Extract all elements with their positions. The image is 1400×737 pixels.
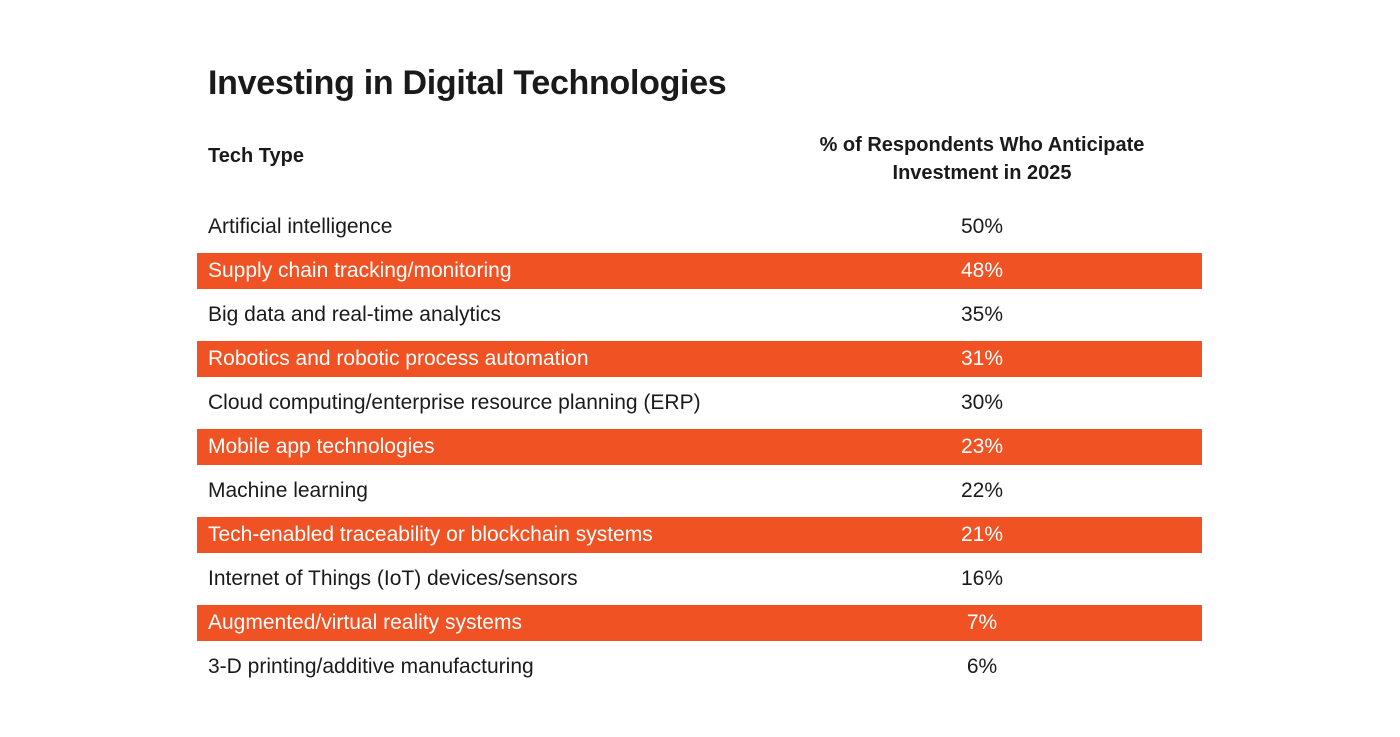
- tech-type-cell: Augmented/virtual reality systems: [208, 611, 522, 634]
- table-row: Supply chain tracking/monitoring 48%: [197, 253, 1202, 289]
- table-row: Cloud computing/enterprise resource plan…: [197, 385, 1202, 421]
- tech-type-cell: Big data and real-time analytics: [208, 303, 501, 326]
- tech-type-cell: Cloud computing/enterprise resource plan…: [208, 391, 701, 414]
- percent-cell: 31%: [960, 347, 1004, 370]
- percent-cell: 21%: [960, 523, 1004, 546]
- table-row: Augmented/virtual reality systems 7%: [197, 605, 1202, 641]
- percent-cell: 48%: [960, 259, 1004, 282]
- tech-type-cell: Machine learning: [208, 479, 368, 502]
- table-row: Machine learning 22%: [197, 473, 1202, 509]
- tech-type-cell: Internet of Things (IoT) devices/sensors: [208, 567, 578, 590]
- table-row: 3-D printing/additive manufacturing 6%: [197, 649, 1202, 685]
- table-row: Artificial intelligence 50%: [197, 209, 1202, 245]
- column-header-line-1: % of Respondents Who Anticipate: [819, 134, 1145, 156]
- tech-type-cell: 3-D printing/additive manufacturing: [208, 655, 534, 678]
- table-row: Tech-enabled traceability or blockchain …: [197, 517, 1202, 553]
- percent-cell: 50%: [960, 215, 1004, 238]
- tech-type-cell: Mobile app technologies: [208, 435, 435, 458]
- percent-cell: 7%: [966, 611, 998, 634]
- column-header-line-2: Investment in 2025: [892, 162, 1072, 184]
- percent-cell: 22%: [960, 479, 1004, 502]
- table-row: Robotics and robotic process automation 3…: [197, 341, 1202, 377]
- percent-cell: 16%: [960, 567, 1004, 590]
- tech-type-cell: Robotics and robotic process automation: [208, 347, 589, 370]
- tech-type-cell: Tech-enabled traceability or blockchain …: [208, 523, 653, 546]
- percent-cell: 30%: [960, 391, 1004, 414]
- tech-type-cell: Supply chain tracking/monitoring: [208, 259, 512, 282]
- percent-cell: 23%: [960, 435, 1004, 458]
- column-header-tech-type: Tech Type: [208, 145, 304, 167]
- table-row: Mobile app technologies 23%: [197, 429, 1202, 465]
- table-row: Internet of Things (IoT) devices/sensors…: [197, 561, 1202, 597]
- column-header-percent: % of Respondents Who Anticipate Investme…: [782, 131, 1182, 187]
- table-title: Investing in Digital Technologies: [208, 64, 727, 102]
- table-row: Big data and real-time analytics 35%: [197, 297, 1202, 333]
- tech-type-cell: Artificial intelligence: [208, 215, 393, 238]
- percent-cell: 35%: [960, 303, 1004, 326]
- percent-cell: 6%: [966, 655, 998, 678]
